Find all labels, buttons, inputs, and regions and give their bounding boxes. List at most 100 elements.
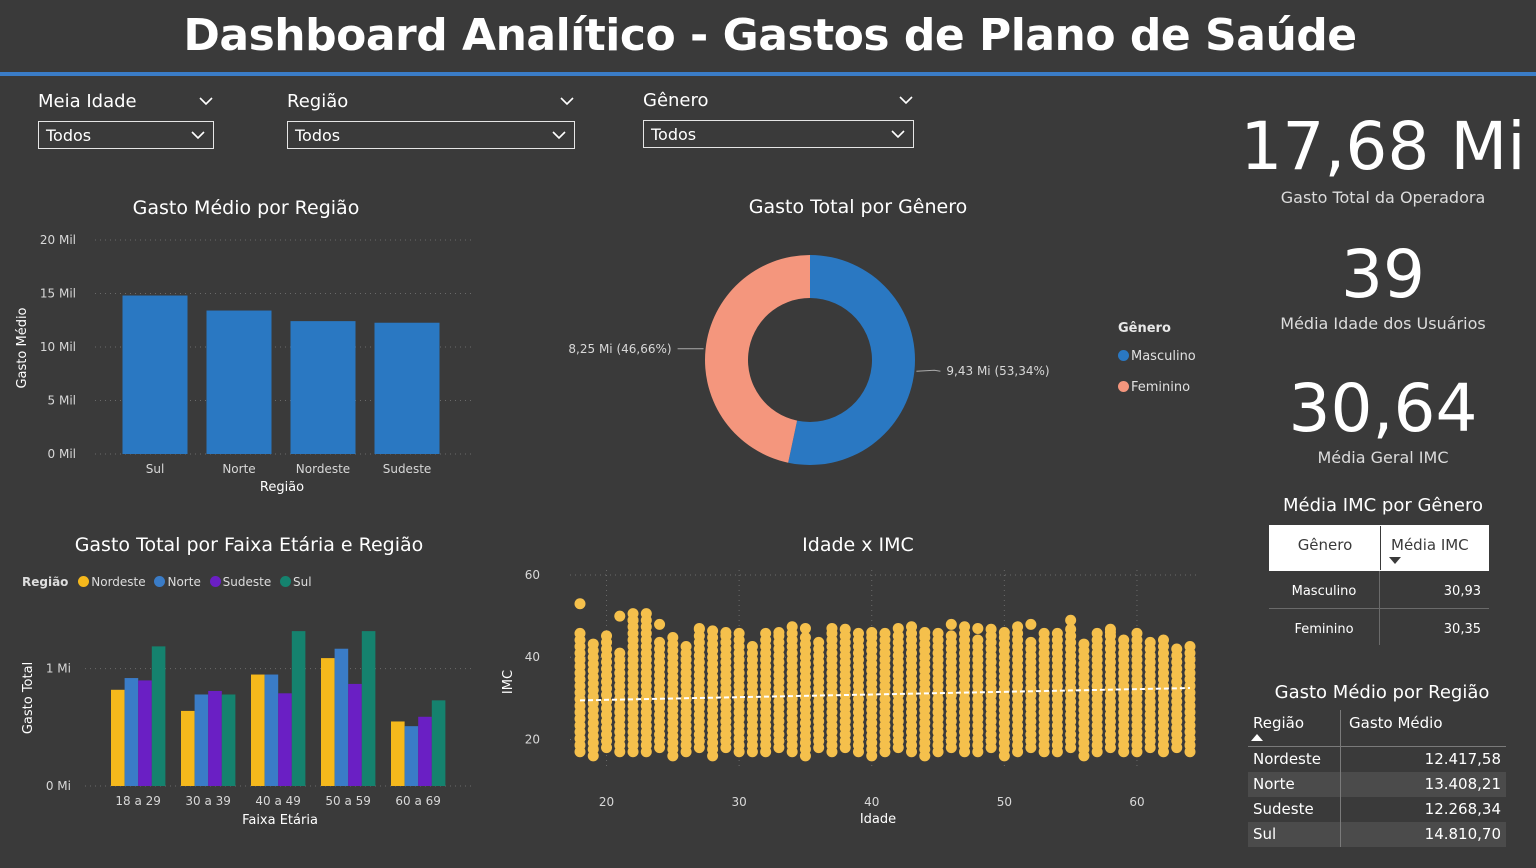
legend-item-sudeste[interactable]: Sudeste xyxy=(209,575,271,589)
legend-item-norte[interactable]: Norte xyxy=(154,575,201,589)
scatter-point xyxy=(945,630,957,642)
y-axis-title: Gasto Médio xyxy=(15,307,30,388)
kpi-media-imc-value: 30,64 xyxy=(1288,370,1478,447)
y-tick-label: 15 Mil xyxy=(40,287,76,301)
scatter-point xyxy=(640,608,652,620)
donut-genero-chart: 9,43 Mi (53,34%) 8,25 Mi (46,66%) xyxy=(568,255,1050,465)
scatter-chart: 20 40 60 20 30 40 50 60 Idade IMC xyxy=(501,568,1200,827)
slicer-meia-idade-dropdown[interactable]: Todos xyxy=(38,121,214,149)
x-tick-label: Norte xyxy=(222,462,255,476)
x-tick-label: 40 a 49 xyxy=(255,794,301,808)
scatter-point xyxy=(1012,621,1024,633)
chevron-down-icon xyxy=(891,130,905,139)
region-header-gasto[interactable]: Gasto Médio xyxy=(1349,714,1443,732)
slicer-genero-value: Todos xyxy=(651,124,697,144)
legend-item-sul[interactable]: Sul xyxy=(280,575,312,589)
slicer-regiao-dropdown[interactable]: Todos xyxy=(287,121,575,149)
slicer-genero[interactable]: Gênero Todos xyxy=(643,87,914,148)
chevron-down-icon[interactable] xyxy=(559,96,575,106)
x-tick-label: Nordeste xyxy=(296,462,350,476)
scatter-point xyxy=(1091,627,1103,639)
region-cell-gasto: 13.408,21 xyxy=(1424,775,1501,793)
y-axis-title: IMC xyxy=(501,670,516,694)
bar-faixa-legend: Região Nordeste Norte Sudeste Sul xyxy=(22,575,312,589)
x-tick-label: 60 xyxy=(1129,795,1144,809)
bar xyxy=(208,690,222,786)
region-cell-regiao: Nordeste xyxy=(1248,747,1341,772)
chevron-down-icon[interactable] xyxy=(198,96,214,106)
legend-dot-norte xyxy=(154,576,166,587)
imc-cell-media: 30,93 xyxy=(1379,571,1489,608)
scatter-point xyxy=(614,610,626,622)
slicer-genero-label: Gênero xyxy=(643,89,709,111)
y-tick-label: 10 Mil xyxy=(40,340,76,354)
scatter-point xyxy=(1144,636,1156,648)
x-tick-label: 60 a 69 xyxy=(395,794,441,808)
bar xyxy=(391,721,405,786)
scatter-point xyxy=(879,627,891,639)
region-cell-regiao: Norte xyxy=(1248,772,1341,797)
scatter-point xyxy=(614,647,626,659)
region-header-regiao-label: Região xyxy=(1253,714,1305,732)
bar xyxy=(122,295,188,454)
legend-label-sul: Sul xyxy=(293,575,312,589)
bar-regiao-title: Gasto Médio por Região xyxy=(132,197,360,219)
kpi-media-imc-label: Média Geral IMC xyxy=(1317,448,1449,467)
bar xyxy=(124,678,139,786)
bar xyxy=(418,716,432,786)
legend-item-feminino[interactable]: Feminino xyxy=(1118,376,1196,395)
y-tick-label: 1 Mi xyxy=(46,662,71,676)
legend-dot-sudeste xyxy=(209,576,221,587)
scatter-point xyxy=(1118,634,1130,646)
y-tick-label: 60 xyxy=(525,568,540,582)
scatter-point xyxy=(574,598,586,610)
legend-item-nordeste[interactable]: Nordeste xyxy=(78,575,146,589)
scatter-point xyxy=(1171,643,1183,655)
table-row: Sudeste 12.268,34 xyxy=(1248,797,1506,822)
scatter-point xyxy=(998,627,1010,639)
legend-item-masculino[interactable]: Masculino xyxy=(1118,345,1196,364)
scatter-point xyxy=(813,636,825,648)
bar xyxy=(206,310,272,454)
bar xyxy=(291,631,306,786)
scatter-point xyxy=(866,627,878,639)
slicer-regiao[interactable]: Região Todos xyxy=(287,88,575,149)
bar xyxy=(374,322,440,454)
scatter-point xyxy=(945,618,957,630)
scatter-point xyxy=(654,636,666,648)
legend-label-masculino: Masculino xyxy=(1131,349,1196,364)
region-header-regiao[interactable]: Região xyxy=(1248,710,1341,746)
region-cell-regiao: Sudeste xyxy=(1248,797,1341,822)
scatter-point xyxy=(799,631,811,643)
imc-header-genero[interactable]: Gênero xyxy=(1297,536,1353,554)
scatter-title: Idade x IMC xyxy=(802,534,914,556)
x-axis-title: Idade xyxy=(860,812,896,827)
y-tick-label: 20 Mil xyxy=(40,233,76,247)
slicer-regiao-label: Região xyxy=(287,90,349,112)
scatter-point xyxy=(799,622,811,634)
kpi-media-idade-value: 39 xyxy=(1341,236,1425,313)
legend-label-nordeste: Nordeste xyxy=(91,575,146,589)
chevron-down-icon[interactable] xyxy=(898,95,914,105)
scatter-point xyxy=(1065,623,1077,635)
scatter-point xyxy=(852,627,864,639)
data-label: 9,43 Mi (53,34%) xyxy=(946,364,1049,378)
x-tick-label: 18 a 29 xyxy=(115,794,161,808)
slicer-genero-dropdown[interactable]: Todos xyxy=(643,120,914,148)
slicer-meia-idade-value: Todos xyxy=(46,125,92,145)
table-row: Nordeste 12.417,58 xyxy=(1248,747,1506,772)
sort-asc-icon xyxy=(1251,734,1263,741)
bar xyxy=(181,710,195,786)
scatter-point xyxy=(680,641,692,653)
x-tick-label: Sudeste xyxy=(383,462,432,476)
bar xyxy=(431,700,446,786)
bar xyxy=(348,683,362,786)
scatter-point xyxy=(1184,641,1196,653)
slicer-meia-idade[interactable]: Meia Idade Todos xyxy=(38,88,214,149)
scatter-point xyxy=(1065,614,1077,626)
imc-header-media[interactable]: Média IMC xyxy=(1380,526,1488,570)
region-cell-gasto: 12.268,34 xyxy=(1424,800,1501,818)
scatter-point xyxy=(1025,636,1037,648)
donut-slice xyxy=(788,255,916,465)
sort-desc-icon xyxy=(1389,557,1401,564)
